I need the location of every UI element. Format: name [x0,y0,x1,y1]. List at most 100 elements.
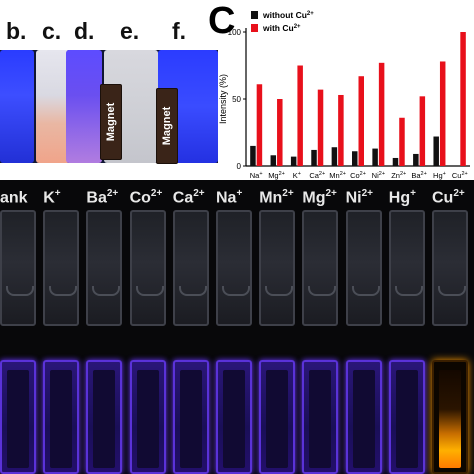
cuvette-solution [7,370,29,468]
vial-c [36,50,70,163]
cuvette-solution [179,370,202,468]
bar-without-cu-ba [413,153,419,166]
cuvette-solution [266,370,289,468]
sample-label-base: Cu [432,189,454,207]
cuvette-solution [136,370,159,468]
sample-label-mn: Mn2+ [259,188,294,207]
bar-with-cu-zn [399,117,405,166]
cuvette-meniscus [222,286,250,296]
cuvette-solution [50,370,73,468]
y-tick-label: 50 [232,95,241,104]
sample-label-base: Ca [172,189,194,207]
cuvette-solution [395,370,418,468]
cuvette-photo-panel: ank K+ Ba2+ Co2+ Ca2+ Na+ Mn2+ Mg2+ Ni2+ Hg+ Cu2+ [0,180,474,474]
cuvette-daylight-view [216,210,252,326]
bar-with-cu-na [256,84,263,166]
x-tick-label: K+ [293,171,301,180]
cuvette-meniscus [265,286,294,296]
cuvette-meniscus [438,286,466,296]
vial-label-c: c. [42,18,62,44]
sample-label-k: K+ [43,188,60,207]
x-tick-label: Ni2+ [372,171,385,180]
cuvette-uv-view [0,360,36,474]
magnet-e: Magnet [100,84,122,160]
vial-label-f: f. [172,18,187,44]
bar-without-cu-hg [433,136,439,166]
cuvette-meniscus [351,286,380,296]
cuvette-meniscus [394,286,423,296]
cuvette-uv-view [172,360,209,474]
x-tick-label: Ca2+ [309,171,325,180]
y-tick-label: 0 [237,162,242,171]
sample-label-base: Ni [345,189,362,207]
sample-label-cu: Cu2+ [432,188,465,207]
y-tick-label: 100 [228,28,242,37]
cuvette-co [129,210,166,474]
sample-label-co: Co2+ [130,188,163,207]
cuvette-meniscus [6,286,34,296]
cuvette-daylight-view [302,210,339,326]
bar-with-cu-mn [338,94,344,166]
cuvette-solution [439,370,461,468]
cuvette-uv-view [259,360,296,474]
bar-with-cu-ba [419,96,426,166]
vial-label-e: e. [120,18,140,44]
cuvette-uv-view [86,360,123,474]
cuvette-mg [302,210,339,474]
bar-with-cu-ca [317,89,324,166]
sample-label-ank: ank [0,188,28,207]
bar-with-cu-hg [439,61,446,167]
cuvette-mn [259,210,296,474]
cuvette-solution [352,370,375,468]
cuvette-uv-view [302,360,339,474]
legend-label-1: with Cu2+ [262,23,301,33]
sample-label-charge: 2+ [282,188,294,199]
cuvette-cu [432,210,468,474]
sample-label-base: ank [0,189,28,207]
bar-without-cu-co [352,151,358,166]
cuvette-ank [0,210,36,474]
cuvette-solution [93,370,116,468]
x-tick-label: Cu2+ [452,171,468,180]
sample-label-base: Hg [388,189,411,207]
x-tick-label: Mg2+ [268,171,285,180]
sample-label-base: Mg [302,189,326,207]
vial-d [66,50,102,163]
bar-without-cu-zn [392,157,399,166]
bar-without-cu-mn [331,147,338,166]
x-tick-label: Na+ [250,171,263,180]
cuvette-daylight-view [129,210,166,326]
vial-label-d: d. [74,18,95,44]
magnet-f: Magnet [156,88,178,164]
sample-label-charge: + [410,188,416,199]
cuvette-meniscus [92,286,121,296]
sample-label-charge: 2+ [453,188,465,199]
cuvette-daylight-view [43,210,80,326]
x-tick-label: Mn2+ [329,171,346,180]
cuvette-na [216,210,252,474]
vial-photo-panel: b. c. d. e. f. Magnet Magnet [0,0,222,168]
sample-label-ba: Ba2+ [86,188,118,207]
bar-without-cu-k [290,156,297,166]
bar-with-cu-co [358,76,364,166]
panel-c-label: C [208,0,236,42]
cuvette-ni [345,210,382,474]
cuvette-hg [388,210,425,474]
cuvette-uv-view [129,360,166,474]
cuvette-daylight-view [388,210,425,326]
x-tick-label: Hg+ [433,171,446,180]
cuvette-daylight-view [86,210,123,326]
sample-label-base: Mn [259,189,283,207]
y-axis-label: Intensity (%) [218,74,228,124]
bar-without-cu-ca [311,149,317,166]
cuvette-uv-view [345,360,382,474]
bar-with-cu-mg [277,99,283,166]
sample-label-na: Na+ [216,188,242,207]
x-tick-label: Ba2+ [411,171,426,180]
cuvette-daylight-view [172,210,209,326]
sample-label-charge: 2+ [325,188,337,199]
bar-with-cu-k [297,65,303,166]
x-tick-label: Co2+ [350,171,366,180]
intensity-bar-chart: 0 50 100 Intensity (%) Na+ Mg2+ K+ Ca2+ Mn2+ Co2+… [218,10,470,180]
x-tick-label: Zn2+ [391,171,406,180]
